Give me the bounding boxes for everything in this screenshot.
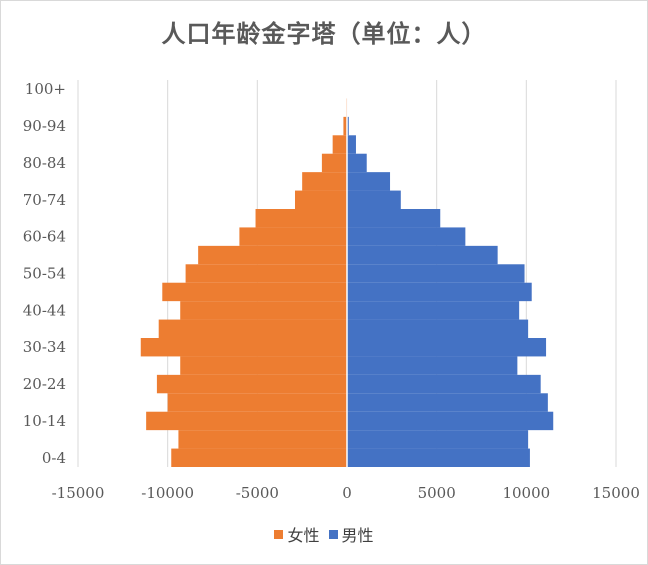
- bar-male-90-94: [347, 116, 349, 136]
- bar-male-20-24: [347, 374, 541, 394]
- bar-female-0-4: [171, 448, 347, 467]
- bar-male-30-34: [347, 338, 547, 357]
- y-tick-label-30-34: 30-34: [23, 338, 66, 356]
- legend-swatch-female: [274, 529, 284, 539]
- y-tick-label-100+: 100+: [25, 80, 66, 98]
- bar-female-35-39: [158, 319, 347, 338]
- bar-female-50-54: [185, 264, 347, 283]
- y-tick-label-50-54: 50-54: [23, 265, 66, 283]
- x-tick-label-2: -5000: [236, 484, 279, 502]
- bar-male-55-59: [347, 245, 498, 265]
- bar-female-85-89: [332, 135, 347, 154]
- chart-legend: 女性 男性: [0, 522, 648, 546]
- bar-female-80-84: [321, 153, 347, 173]
- legend-item-female: 女性: [274, 522, 319, 546]
- bar-male-70-74: [347, 190, 401, 209]
- bar-male-0-4: [347, 448, 530, 467]
- legend-swatch-male: [328, 529, 338, 539]
- y-tick-label-90-94: 90-94: [23, 117, 66, 135]
- bar-female-70-74: [294, 190, 347, 209]
- bar-female-20-24: [156, 374, 347, 394]
- bar-male-15-19: [347, 393, 548, 412]
- y-tick-label-10-14: 10-14: [23, 412, 66, 430]
- bar-male-5-9: [347, 430, 529, 449]
- bar-female-90-94: [343, 116, 347, 136]
- legend-label-female: 女性: [287, 526, 320, 545]
- bar-male-60-64: [347, 227, 466, 246]
- x-tick-label-4: 5000: [418, 484, 456, 502]
- bar-male-65-69: [347, 209, 441, 228]
- bar-male-80-84: [347, 153, 367, 173]
- x-tick-label-3: 0: [342, 484, 352, 502]
- bar-male-25-29: [347, 356, 518, 375]
- bar-female-30-34: [140, 338, 347, 357]
- bar-female-10-14: [146, 411, 347, 431]
- bar-female-60-64: [239, 227, 347, 246]
- bar-female-40-44: [180, 301, 347, 320]
- bar-male-40-44: [347, 301, 520, 320]
- bar-female-75-79: [302, 172, 347, 191]
- bar-female-65-69: [255, 209, 347, 228]
- y-tick-label-0-4: 0-4: [42, 449, 66, 467]
- bar-male-10-14: [347, 411, 554, 431]
- y-tick-label-60-64: 60-64: [23, 228, 66, 246]
- x-tick-label-1: -10000: [141, 484, 194, 502]
- y-tick-label-70-74: 70-74: [23, 191, 66, 209]
- bar-female-55-59: [198, 245, 347, 265]
- bar-female-25-29: [180, 356, 347, 375]
- y-tick-label-80-84: 80-84: [23, 154, 66, 172]
- y-tick-label-40-44: 40-44: [23, 301, 66, 319]
- x-tick-label-5: 10000: [502, 484, 550, 502]
- bar-male-85-89: [347, 135, 356, 154]
- y-tick-label-20-24: 20-24: [23, 375, 66, 393]
- bar-male-75-79: [347, 172, 391, 191]
- legend-item-male: 男性: [328, 522, 374, 546]
- bar-male-35-39: [347, 319, 529, 338]
- bar-male-45-49: [347, 282, 532, 302]
- x-tick-label-0: -15000: [52, 484, 105, 502]
- chart-title: 人口年龄金字塔（单位：人）: [161, 19, 487, 48]
- bar-female-45-49: [162, 282, 347, 302]
- legend-label-male: 男性: [341, 526, 374, 545]
- bar-male-50-54: [347, 264, 525, 283]
- bar-female-5-9: [178, 430, 347, 449]
- x-tick-label-6: 15000: [592, 484, 640, 502]
- bar-female-15-19: [167, 393, 347, 412]
